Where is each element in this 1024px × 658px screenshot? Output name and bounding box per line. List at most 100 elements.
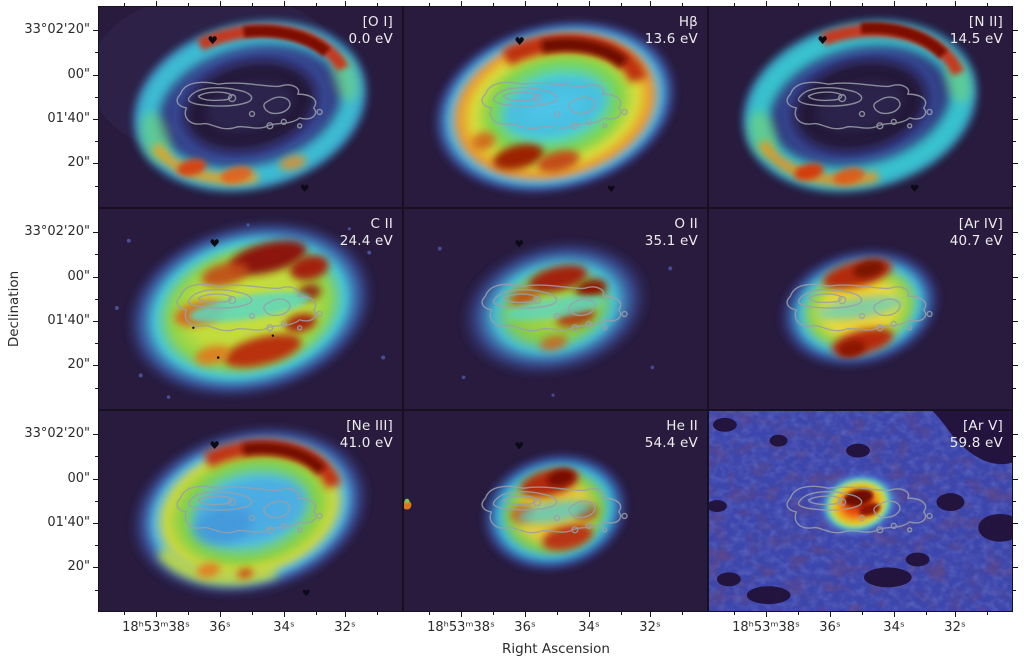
- tick-mark: [95, 501, 98, 502]
- panel-energy-label: 13.6 eV: [644, 31, 698, 48]
- y-tick-label: 00": [67, 269, 90, 284]
- tick-mark: [188, 3, 189, 6]
- nebula-map-h-beta: [404, 7, 707, 207]
- tick-mark: [621, 3, 622, 6]
- panel-ar-v: [Ar V] 59.8 eV: [708, 410, 1013, 612]
- tick-mark: [766, 1, 767, 6]
- panel-label: Hβ 13.6 eV: [645, 14, 698, 49]
- tick-mark: [1013, 545, 1016, 546]
- x-tick-label: 36ˢ: [514, 620, 536, 635]
- panel-line-label: [Ar IV]: [958, 216, 1003, 232]
- tick-mark: [766, 612, 767, 617]
- panel-label: [O I] 0.0 eV: [348, 14, 393, 49]
- tick-mark: [955, 1, 956, 6]
- panel-o-i: [O I] 0.0 eV: [98, 6, 403, 208]
- tick-mark: [124, 3, 125, 6]
- y-tick-label: 01'40": [47, 515, 90, 530]
- tick-mark: [377, 3, 378, 6]
- tick-mark: [1013, 434, 1018, 435]
- panel-label: [N II] 14.5 eV: [950, 14, 1003, 49]
- panel-h-beta: Hβ 13.6 eV: [403, 6, 708, 208]
- tick-mark: [316, 612, 317, 615]
- y-tick-label: 01'40": [47, 313, 90, 328]
- dark-patches: [709, 411, 1012, 605]
- tick-mark: [650, 1, 651, 6]
- panel-o-ii: O II 35.1 eV: [403, 208, 708, 410]
- tick-mark: [862, 3, 863, 6]
- tick-mark: [830, 612, 831, 617]
- tick-mark: [93, 30, 98, 31]
- tick-mark: [1013, 75, 1018, 76]
- tick-mark: [345, 612, 346, 617]
- tick-mark: [926, 3, 927, 6]
- tick-mark: [1013, 501, 1016, 502]
- tick-mark: [1013, 456, 1016, 457]
- tick-mark: [1013, 590, 1016, 591]
- tick-mark: [682, 612, 683, 615]
- tick-mark: [220, 1, 221, 6]
- panel-line-label: [O I]: [362, 14, 393, 30]
- tick-mark: [93, 479, 98, 480]
- tick-mark: [1013, 30, 1018, 31]
- panel-c-ii: C II 24.4 eV: [98, 208, 403, 410]
- tick-mark: [1013, 186, 1016, 187]
- panel-energy-label: 59.8 eV: [949, 435, 1003, 452]
- edge-star-artifact: [404, 498, 410, 504]
- noise-speckles: [437, 246, 673, 397]
- tick-mark: [557, 612, 558, 615]
- tick-mark: [734, 612, 735, 615]
- y-tick-label: 00": [67, 67, 90, 82]
- tick-mark: [1013, 388, 1016, 389]
- tick-mark: [589, 1, 590, 6]
- tick-mark: [1013, 119, 1018, 120]
- tick-mark: [93, 119, 98, 120]
- tick-mark: [682, 3, 683, 6]
- tick-mark: [95, 590, 98, 591]
- nebula-map-he-ii: [404, 411, 707, 611]
- panel-energy-label: 0.0 eV: [348, 31, 393, 48]
- panel-energy-label: 24.4 eV: [339, 233, 393, 250]
- tick-mark: [493, 3, 494, 6]
- tick-mark: [1013, 343, 1016, 344]
- tick-mark: [95, 141, 98, 142]
- tick-mark: [93, 321, 98, 322]
- panel-label: He II 54.4 eV: [645, 418, 698, 453]
- tick-mark: [557, 3, 558, 6]
- panel-label: O II 35.1 eV: [645, 216, 698, 251]
- tick-mark: [525, 612, 526, 617]
- panel-energy-label: 40.7 eV: [949, 233, 1003, 250]
- tick-mark: [93, 567, 98, 568]
- tick-mark: [1013, 163, 1018, 164]
- panel-label: [Ne III] 41.0 eV: [340, 418, 393, 453]
- tick-mark: [345, 1, 346, 6]
- tick-mark: [316, 3, 317, 6]
- tick-mark: [95, 545, 98, 546]
- tick-mark: [429, 3, 430, 6]
- tick-mark: [95, 52, 98, 53]
- tick-mark: [589, 612, 590, 617]
- panel-n-ii: [N II] 14.5 eV: [708, 6, 1013, 208]
- x-axis-label: Right Ascension: [502, 641, 610, 657]
- panel-line-label: Hβ: [678, 14, 698, 30]
- y-tick-label: 20": [67, 559, 90, 574]
- tick-mark: [1013, 365, 1018, 366]
- tick-mark: [955, 612, 956, 617]
- dark-speckles: [192, 326, 275, 359]
- panel-ar-iv: [Ar IV] 40.7 eV: [708, 208, 1013, 410]
- y-tick-label: 00": [67, 471, 90, 486]
- tick-mark: [252, 612, 253, 615]
- x-tick-label: 18ʰ53ᵐ38ˢ: [122, 620, 190, 635]
- tick-mark: [95, 388, 98, 389]
- nebula-map-ne-iii: [99, 411, 402, 611]
- x-tick-label: 34ˢ: [883, 620, 905, 635]
- panel-ne-iii: [Ne III] 41.0 eV: [98, 410, 403, 612]
- noise-speckles: [114, 223, 386, 399]
- tick-mark: [1013, 52, 1016, 53]
- tick-mark: [734, 3, 735, 6]
- tick-mark: [93, 75, 98, 76]
- nebula-map-ar-v: [709, 411, 1012, 611]
- tick-mark: [1013, 321, 1018, 322]
- x-tick-label: 32ˢ: [944, 620, 966, 635]
- tick-mark: [95, 186, 98, 187]
- tick-mark: [95, 456, 98, 457]
